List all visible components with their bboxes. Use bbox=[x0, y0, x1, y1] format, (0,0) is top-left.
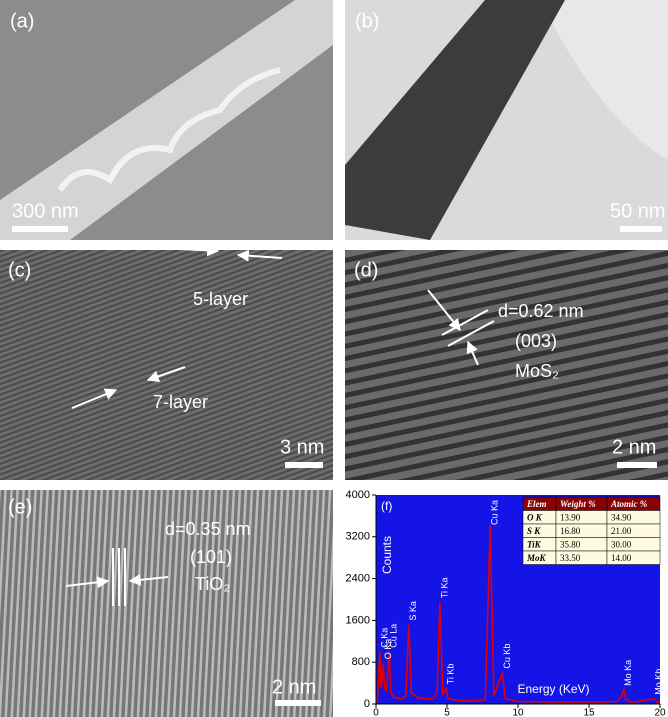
x-tick-label: 15 bbox=[583, 708, 595, 717]
peak-label: Ti Kb bbox=[445, 664, 455, 685]
table-value: 30.00 bbox=[611, 539, 632, 549]
peak-label: Ti Ka bbox=[439, 577, 449, 598]
annotation: (101) bbox=[190, 547, 232, 567]
y-tick-label: 4000 bbox=[346, 489, 370, 501]
x-tick-label: 0 bbox=[373, 708, 379, 717]
y-tick-label: 2400 bbox=[346, 573, 370, 585]
panel-b: (b) 50 nm bbox=[345, 0, 668, 240]
table-value: S K bbox=[527, 526, 541, 536]
page: (a) 300 nm (b) 50 nm (c) 5-layer 7-layer… bbox=[0, 0, 668, 717]
scale-bar-label: 300 nm bbox=[12, 200, 79, 222]
x-tick-label: 5 bbox=[444, 708, 450, 717]
y-tick-label: 800 bbox=[352, 656, 370, 668]
annotation: d=0.62 nm bbox=[498, 301, 584, 321]
panel-label: (b) bbox=[355, 10, 379, 32]
panel-label: (a) bbox=[10, 10, 34, 32]
scale-bar bbox=[12, 226, 68, 232]
panel-label: (d) bbox=[354, 259, 378, 281]
composition-table: Elem Weight % Atomic % O K 13.90 34.90 S K 16.8… bbox=[523, 497, 660, 565]
table-header: Weight % bbox=[560, 499, 596, 509]
scale-bar-label: 50 nm bbox=[610, 200, 666, 222]
table-header: Atomic % bbox=[610, 499, 648, 509]
scale-bar bbox=[285, 462, 323, 468]
annotation: TiO₂ bbox=[195, 574, 230, 594]
table-value: 13.90 bbox=[560, 512, 581, 522]
scale-bar-label: 3 nm bbox=[280, 436, 324, 458]
scale-bar bbox=[617, 462, 657, 468]
table-value: 34.90 bbox=[611, 512, 632, 522]
scale-bar bbox=[620, 226, 662, 232]
x-axis-label: Energy (KeV) bbox=[517, 682, 589, 696]
y-tick-label: 0 bbox=[364, 698, 370, 710]
panel-label: (c) bbox=[8, 259, 31, 281]
peak-label: Mo Kb bbox=[654, 669, 664, 695]
y-tick-label: 3200 bbox=[346, 531, 370, 543]
table-value: MoK bbox=[526, 553, 547, 563]
table-value: TiK bbox=[527, 539, 542, 549]
eds-chart: 0 800 1600 2400 3200 4000 0 5 10 15 20 (f) Counts Ene… bbox=[346, 489, 666, 717]
annotation: (003) bbox=[515, 331, 557, 351]
panel-a: (a) 300 nm bbox=[0, 0, 333, 240]
annotation: d=0.35 nm bbox=[165, 519, 251, 539]
panel-e: (e) d=0.35 nm (101) TiO₂ 2 nm bbox=[0, 490, 333, 717]
annotation: 7-layer bbox=[153, 392, 208, 412]
annotation: 5-layer bbox=[193, 289, 248, 309]
panel-label: (e) bbox=[8, 496, 32, 518]
peak-label: Cu Kb bbox=[502, 644, 512, 669]
table-value: 33.50 bbox=[560, 553, 581, 563]
x-tick-label: 10 bbox=[512, 708, 524, 717]
peak-label: Cu La bbox=[389, 624, 399, 648]
figure: (a) 300 nm (b) 50 nm (c) 5-layer 7-layer… bbox=[0, 0, 668, 717]
peak-label: S Ka bbox=[408, 601, 418, 621]
peak-label: Mo Ka bbox=[623, 660, 633, 686]
y-tick-label: 1600 bbox=[346, 614, 370, 626]
scale-bar-label: 2 nm bbox=[612, 436, 656, 458]
y-axis-label: Counts bbox=[380, 536, 394, 574]
table-header: Elem bbox=[526, 499, 547, 509]
panel-label: (f) bbox=[381, 499, 392, 513]
panel-d: (d) d=0.62 nm (003) MoS₂ 2 nm bbox=[345, 250, 668, 480]
panel-c: (c) 5-layer 7-layer 3 nm bbox=[0, 249, 333, 480]
scale-bar bbox=[275, 700, 321, 706]
table-value: O K bbox=[527, 512, 543, 522]
table-value: 35.80 bbox=[560, 539, 581, 549]
table-value: 16.80 bbox=[560, 526, 581, 536]
peak-label: Cu Ka bbox=[490, 500, 500, 525]
scale-bar-label: 2 nm bbox=[272, 676, 316, 698]
annotation: MoS₂ bbox=[515, 361, 559, 381]
table-value: 21.00 bbox=[611, 526, 632, 536]
x-tick-label: 20 bbox=[654, 708, 666, 717]
table-value: 14.00 bbox=[611, 553, 632, 563]
